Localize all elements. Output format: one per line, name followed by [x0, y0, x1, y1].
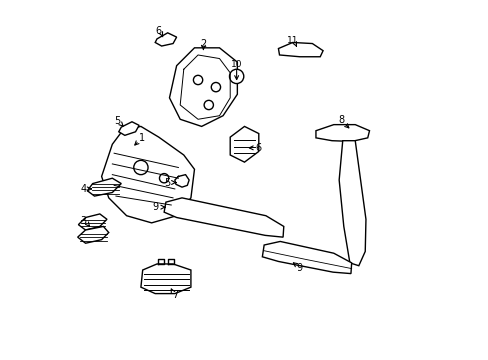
Polygon shape [155, 33, 176, 46]
Text: 6: 6 [155, 26, 162, 36]
Circle shape [203, 100, 213, 110]
Text: 11: 11 [286, 36, 298, 45]
Polygon shape [78, 214, 107, 230]
Circle shape [211, 82, 220, 92]
Polygon shape [87, 178, 121, 196]
Polygon shape [339, 141, 365, 266]
Text: 6: 6 [254, 143, 261, 153]
Polygon shape [119, 122, 139, 135]
Text: 3: 3 [80, 216, 86, 226]
Text: 2: 2 [200, 39, 206, 49]
Circle shape [159, 174, 168, 183]
Text: 10: 10 [230, 60, 242, 69]
Polygon shape [315, 125, 369, 141]
Circle shape [193, 75, 203, 85]
Polygon shape [102, 126, 194, 223]
Text: 4: 4 [81, 184, 87, 194]
Text: 5: 5 [164, 177, 170, 188]
Polygon shape [262, 242, 351, 274]
Text: 7: 7 [172, 291, 178, 300]
Text: 1: 1 [138, 133, 144, 143]
Text: 8: 8 [337, 115, 344, 125]
Polygon shape [164, 198, 283, 237]
Polygon shape [278, 42, 323, 57]
Polygon shape [141, 264, 190, 294]
Text: 9: 9 [153, 202, 159, 212]
Text: 5: 5 [114, 116, 120, 126]
Circle shape [134, 160, 148, 175]
Polygon shape [230, 126, 258, 162]
Circle shape [229, 69, 244, 84]
Text: 9: 9 [296, 262, 302, 273]
Polygon shape [78, 226, 108, 243]
Polygon shape [169, 48, 237, 126]
